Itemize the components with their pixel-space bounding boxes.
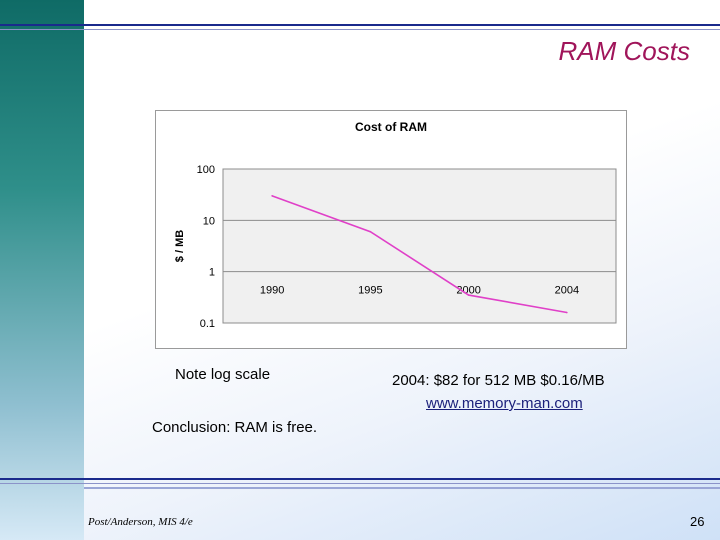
sidebar-decoration bbox=[0, 0, 84, 540]
data-point bbox=[271, 195, 273, 197]
memory-man-link[interactable]: www.memory-man.com bbox=[426, 395, 583, 412]
slide-title: RAM Costs bbox=[558, 36, 690, 66]
footer-bar bbox=[84, 487, 720, 489]
header-rule bbox=[0, 24, 720, 26]
chart-container: Cost of RAM 0.1 1 10 100 $ / MB 1990 1995 2000 20… bbox=[155, 110, 627, 349]
y-tick-label: 0.1 bbox=[200, 318, 215, 330]
conclusion-text: Conclusion: RAM is free. bbox=[152, 419, 318, 436]
x-tick-label: 2004 bbox=[555, 285, 579, 297]
header-rule-thin bbox=[0, 29, 720, 30]
chart-title: Cost of RAM bbox=[355, 120, 427, 134]
footer-citation: Post/Anderson, MIS 4/e bbox=[88, 516, 193, 528]
x-tick-label: 2000 bbox=[456, 285, 480, 297]
data-point bbox=[566, 311, 568, 314]
footer-rule bbox=[0, 478, 720, 480]
footer-rule-thin bbox=[0, 483, 720, 484]
page-number: 26 bbox=[690, 514, 705, 529]
y-axis-label: $ / MB bbox=[174, 230, 186, 262]
price-note: 2004: $82 for 512 MB $0.16/MB bbox=[392, 372, 605, 389]
y-tick-label: 1 bbox=[209, 267, 215, 279]
y-tick-label: 100 bbox=[197, 164, 215, 176]
y-tick-label: 10 bbox=[203, 215, 215, 227]
data-point bbox=[369, 230, 372, 233]
x-tick-label: 1990 bbox=[260, 285, 284, 297]
series-line bbox=[271, 195, 568, 314]
cost-of-ram-chart: Cost of RAM 0.1 1 10 100 $ / MB 1990 1995 2000 20… bbox=[174, 120, 617, 330]
plot-area bbox=[222, 168, 617, 324]
data-point bbox=[467, 294, 470, 296]
log-scale-note: Note log scale bbox=[175, 366, 271, 383]
x-tick-label: 1995 bbox=[358, 285, 382, 297]
